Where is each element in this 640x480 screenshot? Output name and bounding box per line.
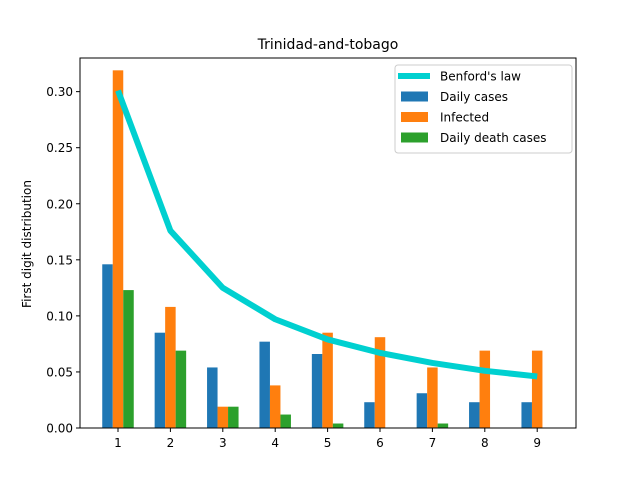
bar-infected-1 — [112, 70, 124, 428]
legend-swatch-daily-death-cases — [401, 132, 428, 143]
legend-label-benford-s-law: Benford's law — [440, 70, 521, 84]
legend-box — [394, 64, 573, 154]
x-tick-label-6: 6 — [376, 436, 384, 450]
bar-daily-cases-4 — [259, 341, 270, 428]
benford-line — [115, 89, 538, 380]
x-tick-label-4: 4 — [271, 436, 279, 450]
x-tick-label-3: 3 — [219, 436, 227, 450]
bar-infected-4 — [269, 385, 281, 428]
y-tick-label-0.00: 0.00 — [46, 422, 73, 436]
legend-swatch-daily-cases — [401, 91, 428, 102]
bar-daily-cases-3 — [207, 367, 218, 428]
legend: Benford's law Daily cases Infected Daily de… — [394, 64, 573, 154]
x-tick-label-8: 8 — [481, 436, 489, 450]
bar-infected-2 — [165, 306, 176, 428]
bar-infected-3 — [217, 406, 229, 428]
bar-daily-cases-1 — [102, 264, 113, 428]
legend-label-daily-death-cases: Daily death cases — [440, 131, 547, 145]
y-axis-label: First digit distribution — [20, 180, 34, 308]
bar-daily-death-cases-1 — [123, 290, 134, 428]
y-tick-label-0.30: 0.30 — [46, 85, 73, 99]
bar-daily-death-cases-2 — [175, 350, 187, 428]
bar-daily-cases-8 — [469, 402, 480, 428]
bar-daily-death-cases-3 — [228, 406, 239, 428]
y-tick-label-0.20: 0.20 — [46, 197, 73, 211]
bar-daily-cases-5 — [311, 354, 323, 428]
x-tick-label-1: 1 — [114, 436, 122, 450]
bar-infected-7 — [427, 367, 438, 428]
x-tick-label-9: 9 — [533, 436, 541, 450]
x-tick-label-5: 5 — [324, 436, 332, 450]
y-tick-label-0.10: 0.10 — [46, 309, 73, 323]
bar-daily-death-cases-7 — [437, 423, 449, 428]
y-tick-label-0.15: 0.15 — [46, 253, 73, 267]
bar-daily-death-cases-4 — [280, 414, 291, 428]
bar-infected-9 — [531, 350, 543, 428]
legend-swatch-infected — [401, 112, 428, 122]
bar-infected-8 — [479, 350, 491, 428]
bar-daily-cases-7 — [416, 393, 428, 428]
bar-daily-cases-6 — [364, 402, 375, 428]
bar-daily-death-cases-5 — [332, 423, 344, 428]
x-tick-label-2: 2 — [167, 436, 175, 450]
y-tick-label-0.25: 0.25 — [46, 141, 73, 155]
legend-label-daily-cases: Daily cases — [440, 90, 508, 104]
chart-title: Trinidad-and-tobago — [257, 37, 399, 53]
bar-infected-6 — [374, 337, 386, 428]
bar-daily-cases-2 — [154, 332, 166, 428]
x-tick-label-7: 7 — [429, 436, 437, 450]
axes: 1 2 3 4 5 6 7 8 9 0.00 0.05 0.10 0.15 0.20 0.25 0.30 — [46, 57, 577, 450]
y-tick-label-0.05: 0.05 — [46, 365, 73, 379]
legend-label-infected: Infected — [440, 111, 489, 125]
bar-daily-cases-9 — [521, 402, 532, 428]
plot-area — [102, 70, 543, 428]
bar-infected-5 — [322, 332, 333, 428]
